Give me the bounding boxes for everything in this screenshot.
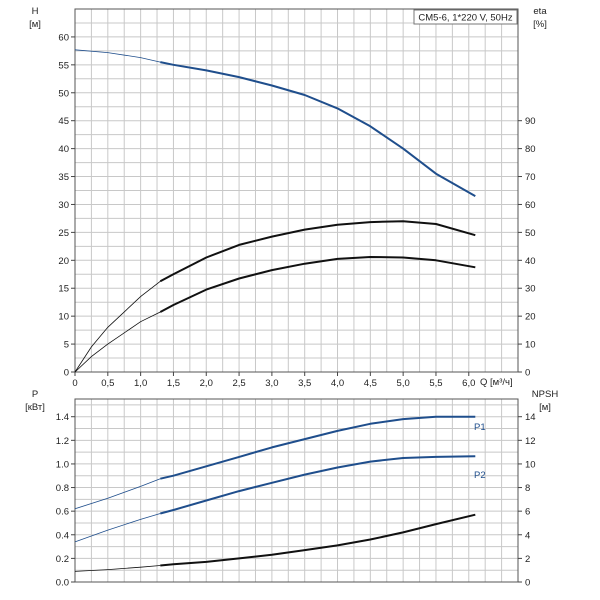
left-axis-tick-label: 25 (58, 228, 69, 239)
right-axis-tick-label: 60 (525, 200, 536, 211)
left-axis-tick-label: 0.8 (56, 483, 69, 494)
right-axis-tick-label: 50 (525, 228, 536, 239)
left-axis-tick-label: 50 (58, 88, 69, 99)
y-left-label-top: H (32, 6, 39, 17)
chart-title: CM5-6, 1*220 V, 50Hz (418, 13, 512, 24)
left-axis-tick-label: 55 (58, 60, 69, 71)
left-axis-tick-label: 15 (58, 284, 69, 295)
right-axis-tick-label: 0 (525, 578, 530, 589)
series-label-p1: P1 (474, 422, 486, 433)
series-curve-operating (159, 256, 476, 313)
x-axis-tick-label: 3,0 (265, 378, 278, 389)
series-curve-operating (160, 455, 476, 515)
left-axis-tick-label: 35 (58, 172, 69, 183)
bottom-plot-frame (74, 398, 519, 583)
left-axis-tick-label: 60 (58, 32, 69, 43)
series-curve-extrapolated (74, 49, 161, 63)
right-axis-tick-label: 70 (525, 172, 536, 183)
y-right-label-bottom: NPSH (532, 389, 559, 400)
left-axis-tick-label: 1.4 (56, 412, 69, 423)
frame-layer (74, 8, 519, 583)
x-axis-tick-label: 1,5 (167, 378, 180, 389)
right-axis-tick-label: 40 (525, 256, 536, 267)
right-axis-tick-label: 6 (525, 507, 530, 518)
x-axis-tick-label: 2,0 (200, 378, 213, 389)
series-curve-operating (160, 415, 476, 480)
x-axis-tick-label: 2,5 (232, 378, 245, 389)
x-axis-tick-label: 1,0 (134, 378, 147, 389)
left-axis-tick-label: 45 (58, 116, 69, 127)
series-curve-extrapolated (74, 311, 161, 373)
series-curve-operating (160, 61, 476, 197)
x-axis-tick-label: 6,0 (462, 378, 475, 389)
series-label-p2: P2 (474, 470, 486, 481)
left-axis-tick-label: 0.4 (56, 530, 69, 541)
series-curve-extrapolated (74, 565, 161, 572)
right-axis-tick-label: 90 (525, 116, 536, 127)
right-axis-tick-label: 30 (525, 284, 536, 295)
right-axis-tick-label: 20 (525, 312, 536, 323)
tick-layer: 0510152025303540455055600102030405060708… (56, 32, 536, 588)
left-axis-tick-label: 10 (58, 312, 69, 323)
left-axis-tick-label: 1.0 (56, 459, 69, 470)
right-axis-tick-label: 12 (525, 436, 536, 447)
right-axis-tick-label: 14 (525, 412, 536, 423)
left-axis-tick-label: 1.2 (56, 436, 69, 447)
y-left-label-bottom: P (32, 389, 38, 400)
x-axis-tick-label: 0,5 (101, 378, 114, 389)
x-axis-tick-label: 5,5 (429, 378, 442, 389)
y-right-label-top: eta (533, 6, 547, 17)
left-axis-tick-label: 5 (64, 340, 69, 351)
x-axis-tick-label: 0 (72, 378, 77, 389)
series-curve-extrapolated (74, 513, 161, 543)
grid-layer (75, 9, 518, 582)
x-axis-tick-label: 4,5 (364, 378, 377, 389)
left-axis-tick-label: 0 (64, 368, 69, 379)
left-axis-tick-label: 20 (58, 256, 69, 267)
series-curve-extrapolated (74, 478, 161, 510)
right-axis-tick-label: 2 (525, 554, 530, 565)
left-axis-tick-label: 0.6 (56, 507, 69, 518)
x-axis-label: Q [м³/ч] (480, 377, 513, 388)
right-axis-tick-label: 4 (525, 530, 530, 541)
y-left-unit-top: [м] (29, 19, 41, 30)
x-axis-tick-label: 3,5 (298, 378, 311, 389)
series-layer (74, 49, 476, 572)
left-axis-tick-label: 30 (58, 200, 69, 211)
right-axis-tick-label: 80 (525, 144, 536, 155)
chart-title-box (413, 9, 518, 25)
x-axis-tick-label: 5,0 (397, 378, 410, 389)
series-curve-extrapolated (74, 280, 161, 373)
right-axis-tick-label: 0 (525, 368, 530, 379)
right-axis-tick-label: 10 (525, 459, 536, 470)
right-axis-tick-label: 8 (525, 483, 530, 494)
y-right-unit-bottom: [м] (539, 402, 551, 413)
series-curve-operating (159, 220, 476, 283)
left-axis-tick-label: 40 (58, 144, 69, 155)
series-curve-operating (160, 513, 476, 567)
y-right-unit-top: [%] (533, 19, 547, 30)
left-axis-tick-label: 0.2 (56, 554, 69, 565)
right-axis-tick-label: 10 (525, 340, 536, 351)
left-axis-tick-label: 0.0 (56, 578, 69, 589)
y-left-unit-bottom: [кВт] (25, 402, 45, 413)
x-axis-tick-label: 4,0 (331, 378, 344, 389)
top-plot-frame (74, 8, 519, 373)
